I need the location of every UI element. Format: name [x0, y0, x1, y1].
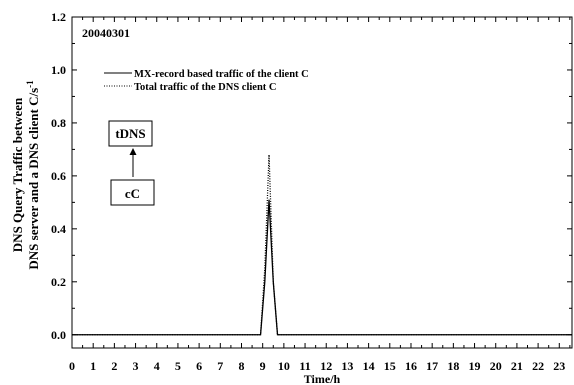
x-tick-label: 22 — [532, 359, 544, 373]
legend: MX-record based traffic of the client C … — [104, 69, 309, 93]
x-axis-label: Time/h — [304, 372, 341, 385]
x-tick-label: 7 — [217, 359, 223, 373]
y-tick-label: 0.6 — [51, 169, 66, 183]
legend-label-mx: MX-record based traffic of the client C — [134, 69, 309, 80]
x-tick-label: 23 — [553, 359, 565, 373]
plot-frame — [71, 16, 573, 349]
y-axis-label-superscript: -1 — [25, 80, 35, 88]
y-tick-label: 0.2 — [51, 275, 66, 289]
x-tick-label: 15 — [384, 359, 396, 373]
annotation: tDNS cC — [108, 120, 155, 206]
tdns-box — [108, 120, 153, 147]
y-tick-label: 0.4 — [51, 222, 66, 236]
x-tick-label: 9 — [260, 359, 266, 373]
x-tick-label: 5 — [175, 359, 181, 373]
x-tick-label: 14 — [363, 359, 375, 373]
x-tick-label: 6 — [196, 359, 202, 373]
x-ticks: 0 1 2 3 4 5 6 7 8 9 10 11 12 13 14 15 16 17 18 19 20 21 22 23 — [69, 17, 571, 373]
x-tick-label: 1 — [90, 359, 96, 373]
y-axis-label-line2-main: DNS server and a DNS client C/s — [26, 88, 41, 270]
y-tick-label: 1.2 — [51, 10, 66, 24]
x-tick-label: 0 — [69, 359, 75, 373]
x-tick-label: 8 — [238, 359, 244, 373]
x-tick-label: 3 — [133, 359, 139, 373]
x-tick-label: 21 — [511, 359, 523, 373]
x-tick-label: 13 — [341, 359, 353, 373]
axes — [71, 16, 573, 349]
x-tick-label: 10 — [278, 359, 290, 373]
date-label: 20040301 — [82, 26, 130, 40]
tdns-label: tDNS — [115, 126, 145, 141]
y-axis-label-line1: DNS Query Traffic between — [10, 97, 25, 252]
series-group — [72, 154, 572, 336]
legend-label-total: Total traffic of the DNS client C — [134, 82, 277, 93]
y-axis-label: DNS Query Traffic between DNS server and… — [10, 80, 41, 270]
x-tick-label: 20 — [490, 359, 502, 373]
cc-box — [110, 179, 155, 206]
x-tick-label: 2 — [111, 359, 117, 373]
y-axis-label-line2: DNS server and a DNS client C/s-1 — [25, 80, 41, 270]
x-tick-label: 4 — [154, 359, 160, 373]
x-tick-label: 11 — [299, 359, 310, 373]
y-tick-label: 0.0 — [51, 328, 66, 342]
series-line-mx — [72, 199, 572, 336]
y-tick-label: 0.8 — [51, 116, 66, 130]
x-tick-label: 19 — [469, 359, 481, 373]
annotation-arrow-head — [129, 148, 137, 155]
x-tick-label: 18 — [447, 359, 459, 373]
y-tick-label: 1.0 — [51, 63, 66, 77]
x-tick-label: 12 — [320, 359, 332, 373]
x-tick-label: 16 — [405, 359, 417, 373]
cc-label: cC — [125, 186, 140, 201]
x-tick-label: 17 — [426, 359, 438, 373]
y-ticks: 0.0 0.2 0.4 0.6 0.8 1.0 1.2 — [51, 10, 572, 342]
